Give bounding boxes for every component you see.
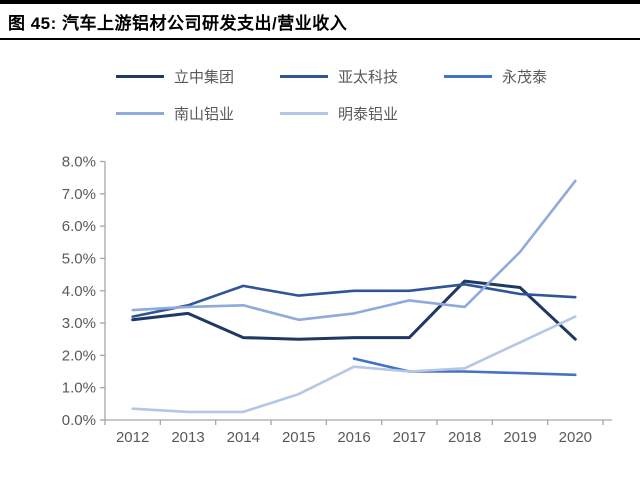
series-line-mingtai-aluminum: [131, 315, 577, 414]
legend-line-swatch: [280, 75, 329, 78]
y-axis-tick-label: 0.0%: [62, 412, 96, 429]
x-axis-tick-label: 2015: [282, 429, 315, 446]
legend-label: 永茂泰: [502, 70, 548, 86]
legend-label: 南山铝业: [174, 107, 235, 123]
x-axis-tick-label: 2018: [448, 429, 481, 446]
legend-item-nanshan-aluminum: 南山铝业: [116, 103, 234, 124]
legend-item-mingtai-aluminum: 明泰铝业: [280, 103, 398, 124]
title-top-rule: [0, 0, 640, 4]
x-axis-tick-label: 2013: [171, 429, 204, 446]
series-line-lizhong-group: [131, 279, 577, 341]
y-axis-tick-label: 7.0%: [62, 186, 96, 203]
x-axis-tick-label: 2016: [337, 429, 370, 446]
legend-line-swatch: [444, 75, 493, 78]
y-axis-tick-label: 5.0%: [62, 250, 96, 267]
x-axis-tick-label: 2012: [116, 429, 149, 446]
x-axis-tick-label: 2014: [227, 429, 260, 446]
series-line-yatai-tech: [131, 283, 577, 318]
legend-line-swatch: [116, 75, 164, 78]
y-axis-tick-label: 1.0%: [62, 380, 96, 397]
y-axis-tick-label: 3.0%: [62, 315, 96, 332]
y-axis-tick-label: 8.0%: [62, 154, 96, 171]
x-axis-tick-label: 2019: [503, 429, 536, 446]
legend-label: 立中集团: [174, 70, 235, 86]
legend-item-yatai-tech: 亚太科技: [280, 66, 398, 87]
figure-title: 图 45: 汽车上游铝材公司研发支出/营业收入: [8, 14, 348, 33]
legend-item-lizhong-group: 立中集团: [116, 66, 234, 87]
y-axis-tick-label: 4.0%: [62, 283, 96, 300]
legend-label: 明泰铝业: [338, 107, 399, 123]
legend-line-swatch: [116, 112, 164, 115]
legend-line-swatch: [280, 112, 329, 115]
legend-label: 亚太科技: [338, 70, 399, 86]
line-chart: 0.0% 1.0% 2.0% 3.0% 4.0% 5.0% 6.0% 7.0% 8.0% 2012…: [0, 137, 640, 477]
y-axis-tick-label: 2.0%: [62, 347, 96, 364]
series-line-nanshan-aluminum: [131, 179, 577, 322]
chart-canvas: 0.0% 1.0% 2.0% 3.0% 4.0% 5.0% 6.0% 7.0% 8.0% 2012…: [62, 154, 612, 446]
title-bottom-rule: [0, 38, 640, 40]
chart-legend: 立中集团 亚太科技 永茂泰南山铝业 明泰铝业: [116, 66, 596, 124]
x-axis-tick-label: 2017: [393, 429, 426, 446]
y-axis-tick-label: 6.0%: [62, 218, 96, 235]
series-line-yongmaotai: [352, 357, 577, 377]
x-axis-tick-label: 2020: [559, 429, 592, 446]
legend-item-yongmaotai: 永茂泰: [444, 66, 547, 87]
